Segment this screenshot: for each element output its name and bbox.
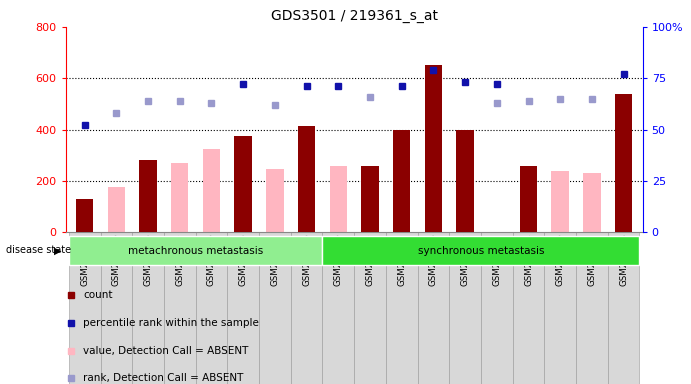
Bar (171, 163, 189, 232)
Bar (323, 232, 354, 384)
Bar (393, 129, 410, 232)
Bar (196, 232, 227, 384)
Bar (449, 232, 481, 384)
Bar (386, 232, 417, 384)
Text: value, Detection Call = ABSENT: value, Detection Call = ABSENT (83, 346, 248, 356)
Text: ▶: ▶ (54, 245, 61, 255)
Bar (354, 232, 386, 384)
Bar (520, 166, 537, 232)
Bar (520, 168, 537, 232)
Bar (108, 187, 125, 232)
Bar (583, 173, 600, 232)
Bar (425, 65, 442, 232)
Bar (234, 136, 252, 232)
Bar (513, 232, 545, 384)
Text: synchronous metastasis: synchronous metastasis (417, 245, 545, 256)
Bar (69, 236, 323, 265)
Title: GDS3501 / 219361_s_at: GDS3501 / 219361_s_at (271, 9, 437, 23)
Text: disease state: disease state (6, 245, 70, 255)
Bar (323, 236, 639, 265)
Bar (164, 232, 196, 384)
Bar (615, 94, 632, 232)
Bar (330, 166, 347, 232)
Bar (576, 232, 608, 384)
Bar (202, 149, 220, 232)
Bar (545, 232, 576, 384)
Text: rank, Detection Call = ABSENT: rank, Detection Call = ABSENT (83, 373, 243, 384)
Text: percentile rank within the sample: percentile rank within the sample (83, 318, 259, 328)
Bar (100, 232, 132, 384)
Bar (417, 232, 449, 384)
Bar (456, 129, 474, 232)
Bar (266, 169, 283, 232)
Bar (608, 232, 639, 384)
Bar (132, 232, 164, 384)
Bar (361, 166, 379, 232)
Bar (259, 232, 291, 384)
Bar (551, 170, 569, 232)
Bar (291, 232, 323, 384)
Bar (227, 232, 259, 384)
Bar (140, 161, 157, 232)
Bar (481, 232, 513, 384)
Text: count: count (83, 290, 113, 300)
Bar (298, 126, 315, 232)
Bar (69, 232, 100, 384)
Bar (76, 199, 93, 232)
Text: metachronous metastasis: metachronous metastasis (128, 245, 263, 256)
